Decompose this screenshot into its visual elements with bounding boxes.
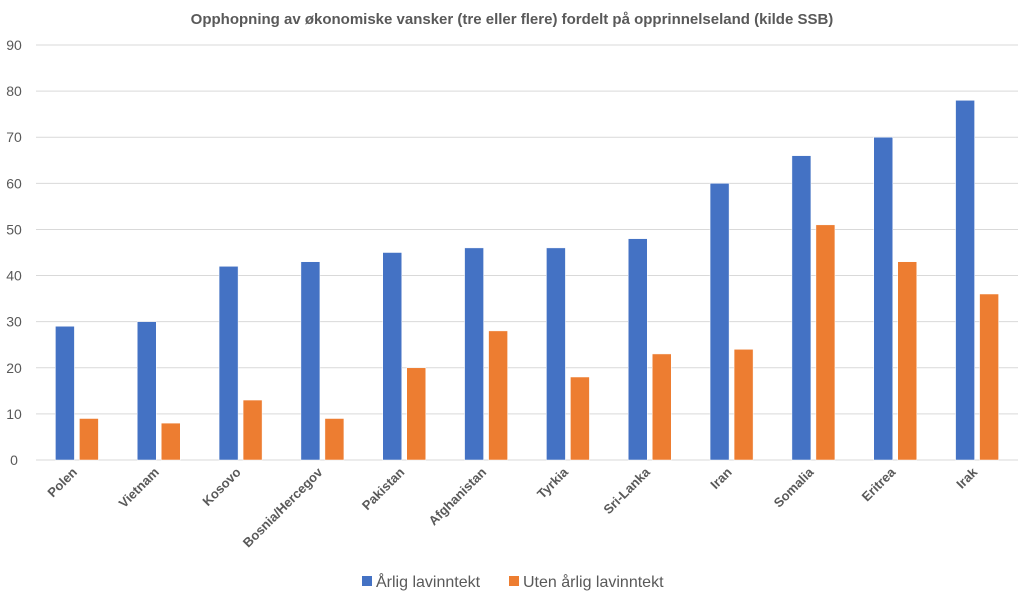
bar-uten-Pakistan bbox=[406, 367, 426, 461]
chart-title: Opphopning av økonomiske vansker (tre el… bbox=[191, 11, 834, 28]
bar-uten-Iran bbox=[733, 349, 754, 461]
bar-uten-Polen bbox=[79, 418, 99, 461]
legend-label: Uten årlig lavinntekt bbox=[523, 573, 664, 591]
legend: Årlig lavinntekt Uten årlig lavinntekt bbox=[362, 572, 664, 591]
y-tick-label: 80 bbox=[6, 83, 22, 99]
x-tick-label: Tyrkia bbox=[534, 464, 572, 502]
x-tick-label: Vietnam bbox=[116, 465, 162, 511]
y-tick-label: 20 bbox=[6, 360, 22, 376]
y-tick-label: 30 bbox=[6, 314, 22, 330]
legend-item: Uten årlig lavinntekt bbox=[509, 573, 664, 591]
bar-uten-Vietnam bbox=[161, 422, 181, 461]
bar-arlig-Eritrea bbox=[873, 136, 893, 461]
bar-arlig-Kosovo bbox=[218, 266, 239, 461]
x-tick-label: Kosovo bbox=[199, 464, 243, 508]
bar-uten-Somalia bbox=[815, 224, 836, 461]
bar-arlig-Bosnia/Hercegov bbox=[300, 261, 321, 461]
bar-uten-Sri-Lanka bbox=[652, 353, 672, 461]
bar-arlig-Tyrkia bbox=[546, 247, 566, 461]
legend-item: Årlig lavinntekt bbox=[362, 572, 481, 591]
y-axis-ticks: 0 10 20 30 40 50 60 70 80 90 bbox=[6, 37, 22, 468]
y-tick-label: 60 bbox=[6, 175, 22, 191]
legend-swatch bbox=[509, 576, 519, 586]
bar-arlig-Irak bbox=[955, 100, 975, 461]
y-tick-label: 50 bbox=[6, 221, 22, 237]
bar-uten-Eritrea bbox=[897, 261, 917, 461]
x-tick-label: Eritrea bbox=[859, 464, 899, 504]
bar-arlig-Pakistan bbox=[382, 252, 402, 461]
bars bbox=[55, 100, 999, 461]
bar-uten-Afghanistan bbox=[488, 330, 508, 461]
bar-uten-Bosnia/Hercegov bbox=[324, 418, 345, 461]
bar-arlig-Afghanistan bbox=[464, 247, 484, 461]
legend-label: Årlig lavinntekt bbox=[376, 572, 481, 591]
x-tick-label: Afghanistan bbox=[425, 464, 489, 528]
x-tick-label: Somalia bbox=[771, 464, 817, 510]
bar-arlig-Vietnam bbox=[137, 321, 157, 461]
bar-arlig-Polen bbox=[55, 326, 75, 461]
y-tick-label: 70 bbox=[6, 129, 22, 145]
bar-arlig-Sri-Lanka bbox=[628, 238, 648, 461]
bar-arlig-Somalia bbox=[791, 155, 812, 461]
y-tick-label: 40 bbox=[6, 268, 22, 284]
x-tick-label: Bosnia/Hercegov bbox=[240, 464, 326, 550]
bar-uten-Kosovo bbox=[242, 399, 263, 461]
legend-swatch bbox=[362, 576, 372, 586]
x-tick-label: Iran bbox=[707, 464, 735, 492]
gridlines bbox=[36, 44, 1018, 461]
x-tick-label: Pakistan bbox=[359, 464, 407, 512]
bar-uten-Irak bbox=[979, 293, 999, 461]
y-tick-label: 10 bbox=[6, 406, 22, 422]
x-tick-label: Polen bbox=[44, 464, 80, 500]
x-tick-label: Sri-Lanka bbox=[600, 464, 653, 517]
x-tick-label: Irak bbox=[953, 464, 981, 492]
bar-uten-Tyrkia bbox=[570, 376, 590, 461]
y-tick-label: 0 bbox=[10, 452, 18, 468]
y-tick-label: 90 bbox=[6, 37, 22, 53]
bar-arlig-Iran bbox=[709, 183, 730, 461]
